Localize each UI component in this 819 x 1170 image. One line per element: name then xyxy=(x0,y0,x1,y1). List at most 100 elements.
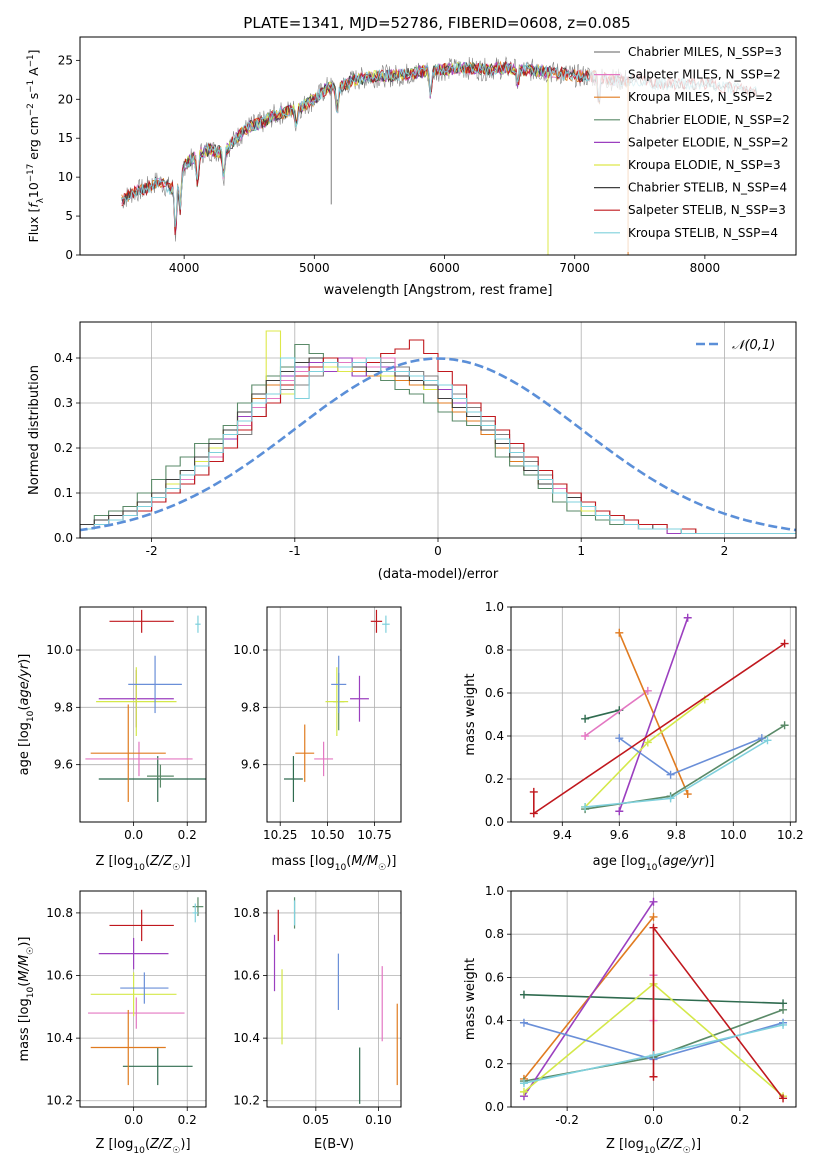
x-tick-label: 9.4 xyxy=(553,828,572,842)
weight-marker xyxy=(649,912,658,921)
weight-marker xyxy=(615,628,624,637)
y-tick-label: 10.8 xyxy=(233,906,260,920)
legend-residuals: 𝒩(0,1) xyxy=(696,338,775,353)
normal-curve xyxy=(80,357,796,532)
axes-frame xyxy=(79,36,797,256)
x-axis-label: wavelength [Angstrom, rest frame] xyxy=(324,283,553,298)
y-tick-label: 9.8 xyxy=(54,700,73,714)
x-axis-label: Z [log10(Z/Z☉)] xyxy=(95,854,190,873)
y-tick-label: 0 xyxy=(65,248,73,262)
x-tick-label: -0.2 xyxy=(555,1113,578,1127)
plot-area-mass-vs-ebv xyxy=(267,891,401,1107)
y-tick-label: 10.6 xyxy=(46,969,73,983)
y-tick-label: 0.8 xyxy=(485,927,504,941)
axes-frame xyxy=(266,890,402,1108)
weight-marker xyxy=(649,897,658,906)
weight-marker xyxy=(581,714,590,723)
y-tick-label: 0.0 xyxy=(485,815,504,829)
y-tick-label: 10.2 xyxy=(233,1094,260,1108)
x-tick-label: -2 xyxy=(146,544,158,558)
y-tick-label: 9.6 xyxy=(241,758,260,772)
legend-entry: Kroupa MILES, N_SSP=2 xyxy=(628,90,773,104)
y-tick-label: 0.2 xyxy=(54,441,73,455)
x-tick-label: 10.0 xyxy=(720,828,747,842)
weight-marker xyxy=(581,732,590,740)
x-tick-label: 4000 xyxy=(169,261,200,275)
weight-marker xyxy=(763,736,772,745)
weight-marker xyxy=(780,721,789,730)
y-tick-label: 0.0 xyxy=(54,531,73,545)
y-tick-label: 10.2 xyxy=(46,1094,73,1108)
weight-line-salpeter-miles xyxy=(584,690,649,737)
y-axis-label: mass weight xyxy=(463,958,478,1040)
x-tick-label: 6000 xyxy=(429,261,460,275)
axes-frame xyxy=(79,606,207,823)
y-tick-label: 0.4 xyxy=(54,351,73,365)
y-tick-label: 9.6 xyxy=(54,758,73,772)
y-axis-label: mass [log10(M/M☉)] xyxy=(17,937,36,1062)
plot-area-mass-vs-z xyxy=(80,891,206,1107)
y-tick-label: 0.8 xyxy=(485,643,504,657)
weight-marker xyxy=(683,790,692,799)
x-tick-label: 2 xyxy=(721,544,729,558)
weight-marker xyxy=(779,1005,788,1014)
weight-marker xyxy=(529,787,538,796)
y-tick-label: 25 xyxy=(58,53,73,67)
y-tick-label: 0.4 xyxy=(485,1014,504,1028)
legend-entry: Salpeter ELODIE, N_SSP=2 xyxy=(628,135,789,149)
weight-marker xyxy=(519,1018,528,1027)
weight-line-chabrier-miles xyxy=(584,709,620,720)
weight-marker xyxy=(683,613,692,622)
weight-marker xyxy=(666,794,675,803)
y-tick-label: 10 xyxy=(58,170,73,184)
legend-entry: Kroupa ELODIE, N_SSP=3 xyxy=(628,158,781,172)
weight-marker xyxy=(615,734,624,743)
x-tick-label: 0.0 xyxy=(644,1113,663,1127)
axes-age-vs-mass: 10.25 10.50 10.75 9.6 9.8 10.0 mass [log10(M/M… xyxy=(233,606,402,873)
axes-age-vs-z: 0.0 0.2 9.6 9.8 10.0 Z [log10(Z/Z☉)] age [log1… xyxy=(17,606,207,873)
y-tick-label: 0.6 xyxy=(485,970,504,984)
x-tick-label: 0.2 xyxy=(730,1113,749,1127)
plot-area-age-vs-mass xyxy=(267,607,401,822)
weight-marker xyxy=(666,770,675,779)
x-axis-label-ebv: E(B-V) xyxy=(314,1137,354,1152)
x-tick-label: 7000 xyxy=(559,261,590,275)
axes-mass-vs-z: 0.0 0.2 10.2 10.4 10.6 10.8 Z [log10(Z/Z☉)] mas… xyxy=(17,890,207,1156)
x-tick-label: 9.8 xyxy=(667,828,686,842)
weight-marker xyxy=(779,1094,788,1103)
axes-frame xyxy=(79,321,797,539)
legend-entry: Salpeter STELIB, N_SSP=3 xyxy=(628,203,786,217)
weight-line-salpeter-elodie xyxy=(618,617,689,812)
legend-entry: Kroupa STELIB, N_SSP=4 xyxy=(628,226,778,240)
x-tick-label: 0.05 xyxy=(302,1113,329,1127)
x-tick-label: 10.50 xyxy=(310,828,344,842)
y-tick-label: 10.0 xyxy=(46,643,73,657)
axes-weight-vs-z: -0.2 0.0 0.2 0.0 0.2 0.4 0.6 0.8 1.0 Z [log10(Z/Z… xyxy=(463,884,797,1156)
axes-spectrum: 4000 5000 6000 7000 8000 0 5 10 15 20 25 Chabrier M… xyxy=(26,36,797,298)
x-axis-label: Z [log10(Z/Z☉)] xyxy=(606,1137,701,1156)
plot-area-weight-vs-age xyxy=(511,607,796,822)
axes-frame xyxy=(266,606,402,823)
weight-marker xyxy=(649,1051,658,1060)
legend-entry: Chabrier MILES, N_SSP=3 xyxy=(628,45,782,59)
legend-background xyxy=(590,40,794,252)
x-tick-label: 1 xyxy=(577,544,585,558)
x-tick-label: 0.10 xyxy=(365,1113,392,1127)
y-tick-label: 9.8 xyxy=(241,700,260,714)
legend-entry: Chabrier STELIB, N_SSP=4 xyxy=(628,181,787,195)
weight-marker xyxy=(649,1072,658,1081)
weight-marker xyxy=(649,923,658,932)
x-tick-label: 10.75 xyxy=(357,828,391,842)
histogram-chabrier-elodie xyxy=(80,343,796,538)
plot-area-residuals xyxy=(80,322,796,538)
y-tick-label: 20 xyxy=(58,92,73,106)
axes-frame xyxy=(510,890,797,1108)
plot-area-weight-vs-z xyxy=(511,891,796,1107)
x-tick-label: 9.6 xyxy=(610,828,629,842)
y-tick-label: 0.6 xyxy=(485,686,504,700)
y-tick-label: 10.4 xyxy=(233,1031,260,1045)
weight-marker xyxy=(615,807,624,816)
weight-marker xyxy=(519,1079,528,1088)
y-tick-label: 0.1 xyxy=(54,486,73,500)
